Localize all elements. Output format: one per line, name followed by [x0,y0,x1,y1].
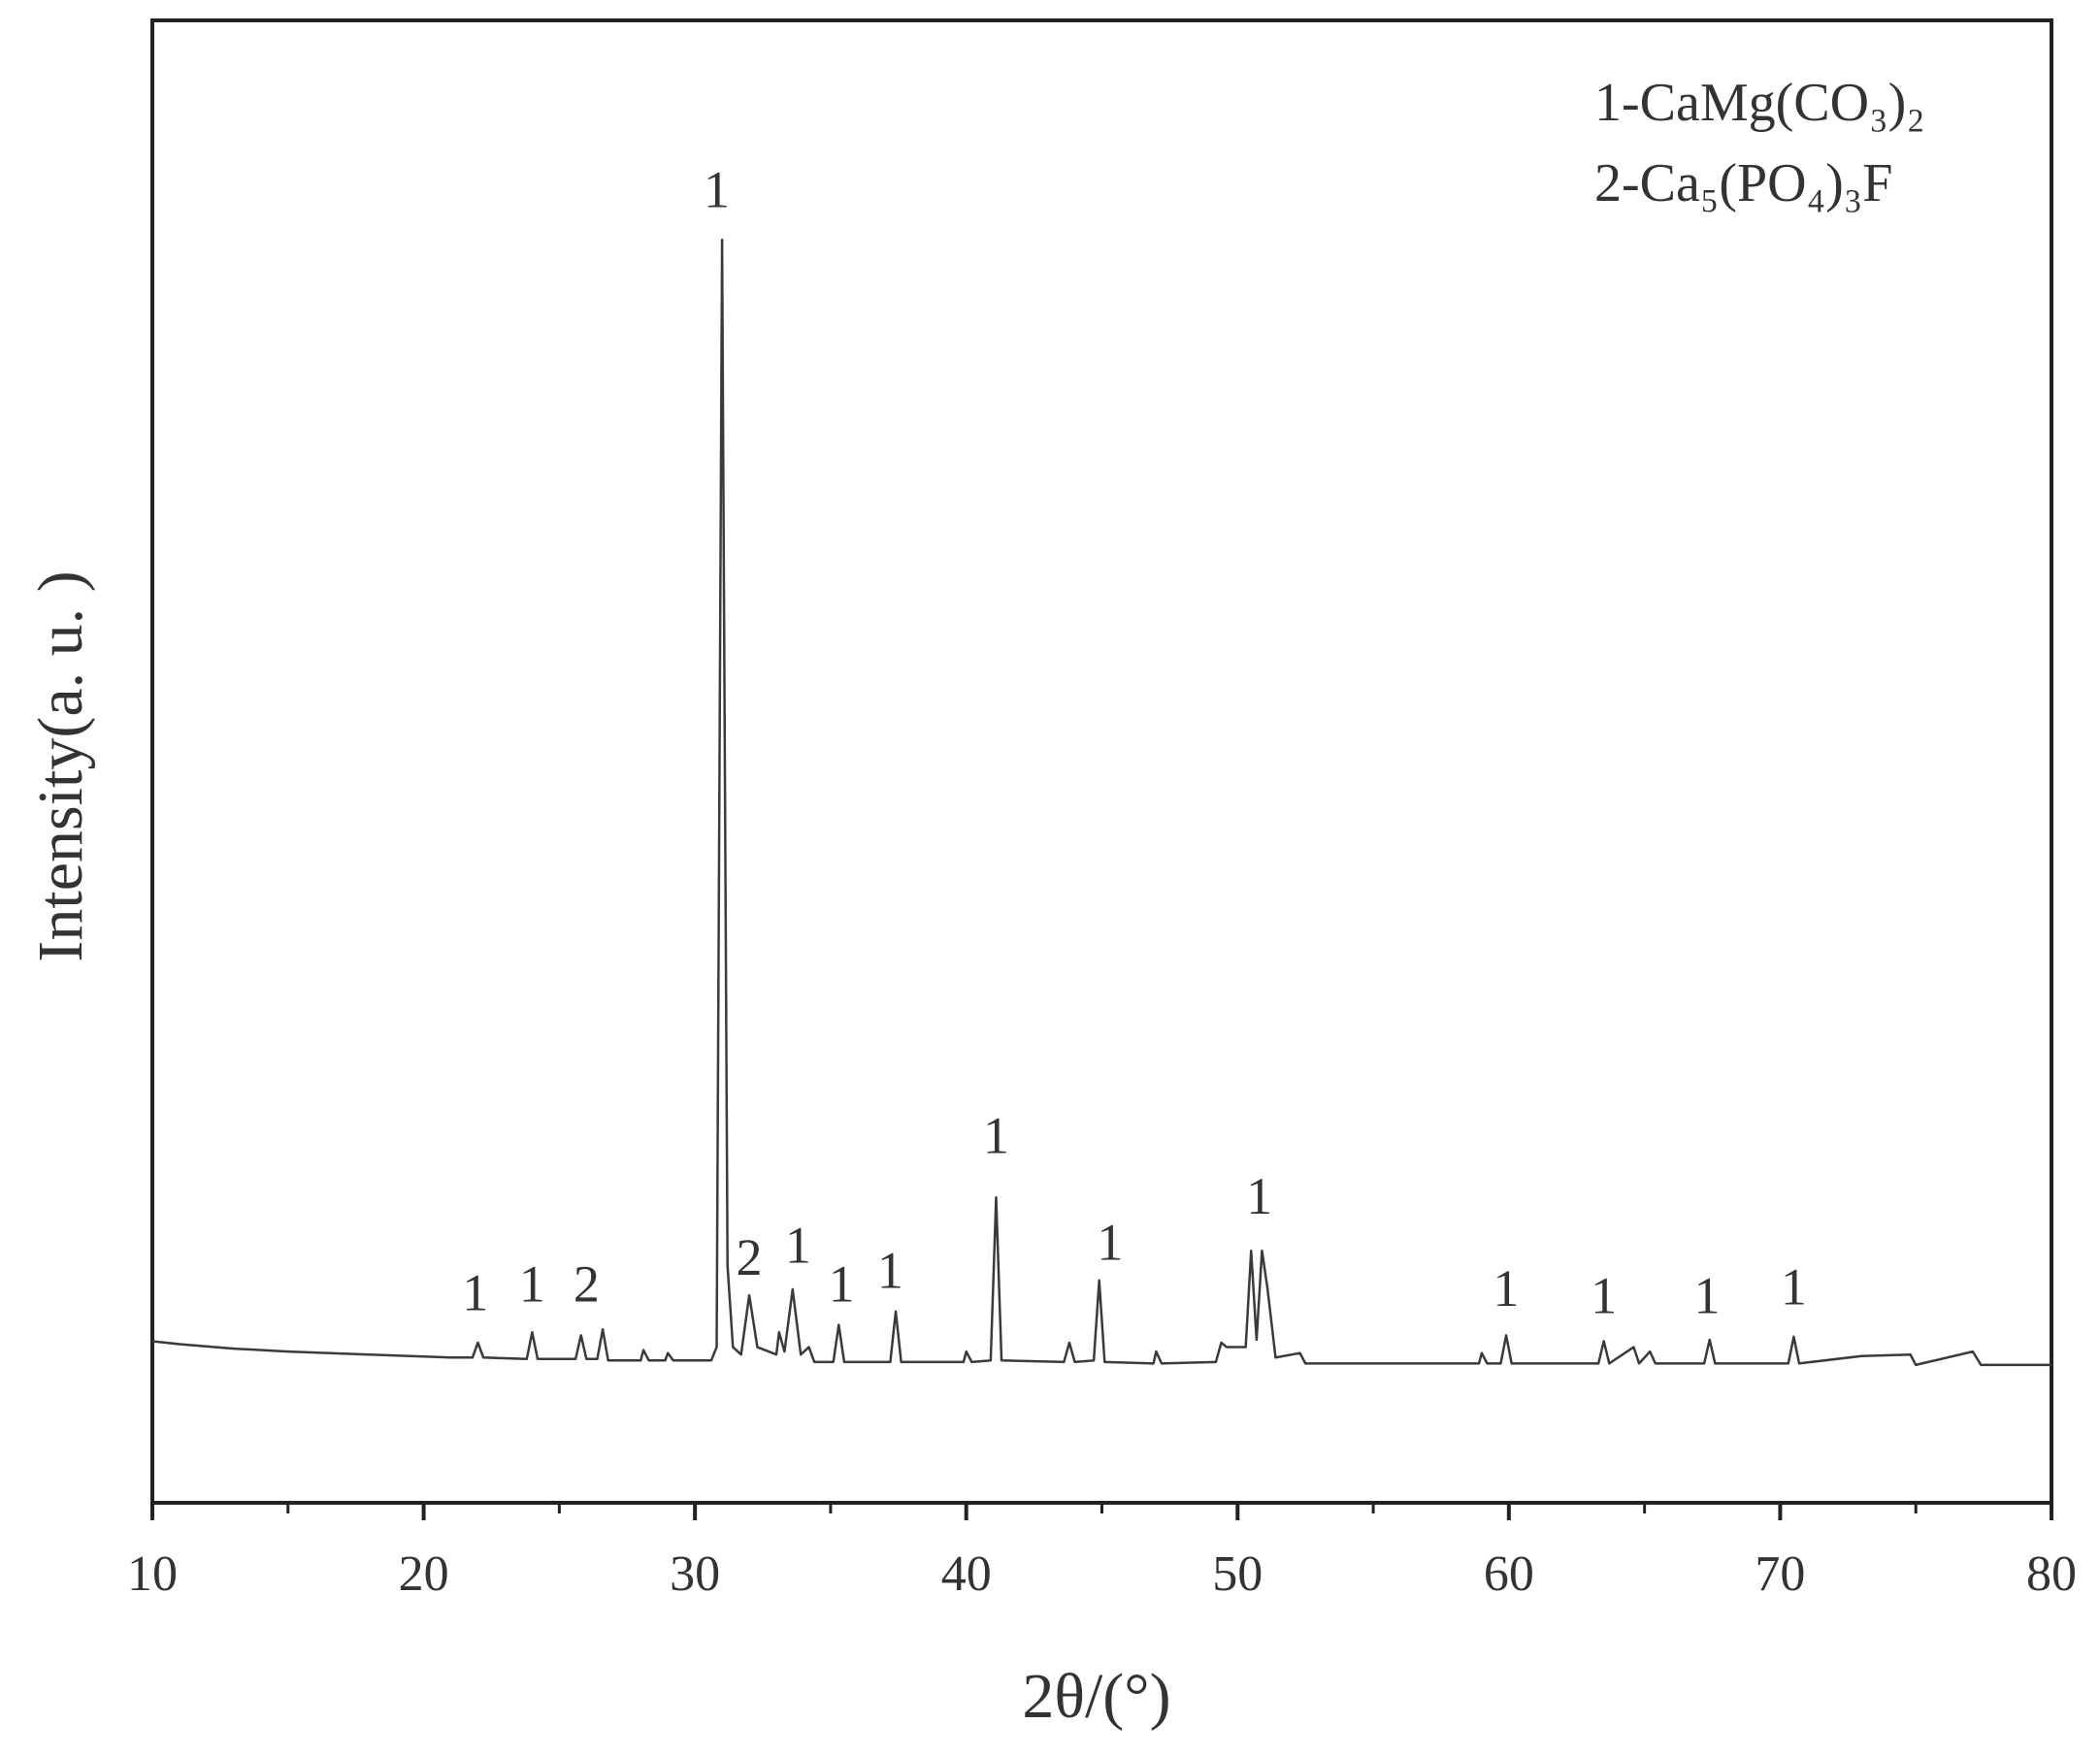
y-axis-label: Intensity(a. u. ) [25,570,96,961]
peak-label: 1 [1693,1267,1720,1325]
x-axis-label: 2θ/(°) [1022,1661,1170,1732]
x-tick-label: 70 [1755,1546,1805,1602]
peak-label: 1 [704,161,730,219]
peak-label: 1 [1493,1259,1520,1317]
peak-label: 2 [737,1228,763,1286]
peak-label: 1 [829,1254,855,1313]
x-tick-label: 50 [1212,1546,1263,1602]
x-tick-label: 40 [941,1546,992,1602]
peak-label: 1 [1781,1257,1807,1316]
x-tick-label: 10 [127,1546,178,1602]
x-tick-label: 80 [2026,1546,2077,1602]
peak-label: 2 [574,1254,600,1313]
peak-label: 1 [1591,1267,1617,1325]
legend-entry: 2-Ca₅(PO₄)₃F [1594,153,1892,213]
peak-label: 1 [1097,1214,1123,1272]
xrd-line [151,238,2051,1367]
peak-label: 1 [462,1264,488,1322]
peak-label: 1 [785,1217,811,1275]
legend-entry: 1-CaMg(CO₃)₂ [1594,73,1925,133]
x-tick-label: 60 [1484,1546,1534,1602]
x-tick-label: 30 [670,1546,720,1602]
peak-label: 1 [983,1107,1009,1165]
plot-frame [150,18,2053,1505]
peak-label: 1 [1246,1167,1272,1225]
peak-label: 1 [877,1242,903,1300]
peak-label: 1 [519,1254,545,1313]
x-tick-label: 20 [399,1546,449,1602]
